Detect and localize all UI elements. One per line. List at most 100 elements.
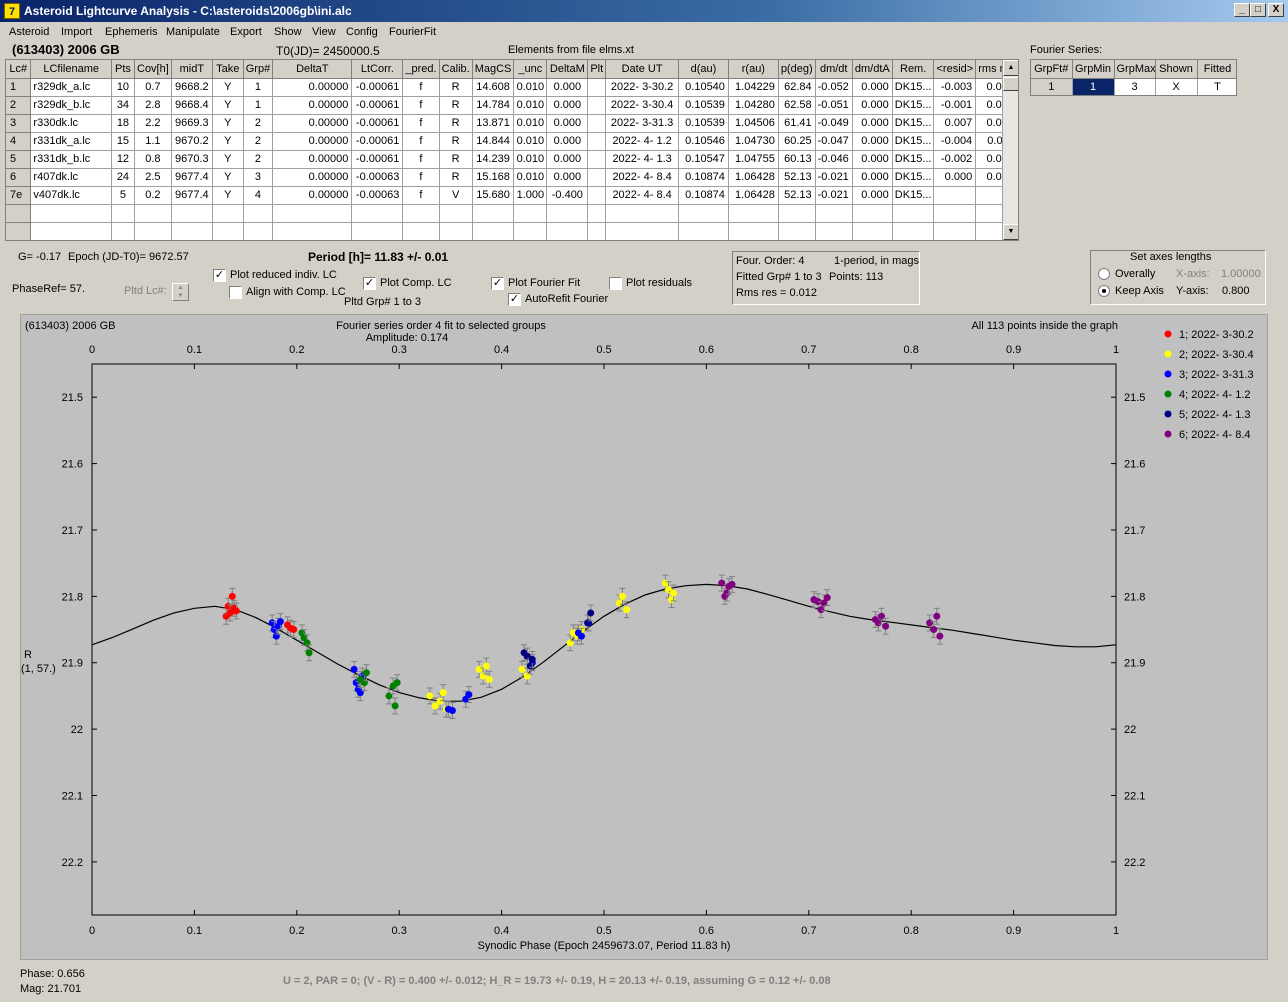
table-cell[interactable]: 0.010 (513, 78, 548, 97)
plot-comp-checkbox[interactable]: ✓ (363, 277, 376, 290)
table-cell[interactable]: DK15... (892, 96, 935, 115)
table-cell[interactable]: 18 (111, 114, 135, 133)
table-cell[interactable]: 0.000 (852, 150, 893, 169)
table-cell[interactable] (852, 222, 893, 240)
scroll-thumb[interactable] (1003, 77, 1018, 91)
table-cell[interactable] (212, 222, 244, 240)
table-cell[interactable]: 0.010 (513, 168, 548, 187)
table-cell[interactable]: R (439, 168, 473, 187)
table-cell[interactable]: 0.00000 (272, 78, 353, 97)
table-cell[interactable]: 1.04755 (728, 150, 779, 169)
table-cell[interactable]: 0.10539 (678, 96, 729, 115)
align-comp-checkbox[interactable] (229, 286, 242, 299)
table-cell[interactable]: 9668.4 (171, 96, 213, 115)
table-cell[interactable]: 0.00000 (272, 114, 353, 133)
close-button[interactable]: X (1268, 3, 1284, 17)
table-scrollbar[interactable]: ▲ ▼ (1002, 60, 1018, 240)
lc-header-cell[interactable]: d(au) (678, 60, 729, 79)
table-cell[interactable] (439, 204, 473, 223)
menu-ephemeris[interactable]: Ephemeris (105, 26, 158, 38)
table-cell[interactable]: 2022- 4- 8.4 (605, 168, 680, 187)
table-cell[interactable] (30, 204, 112, 223)
table-cell[interactable]: 9670.2 (171, 132, 213, 151)
table-cell[interactable]: 0.00000 (272, 96, 353, 115)
table-cell[interactable]: 34 (111, 96, 135, 115)
table-cell[interactable]: -0.00061 (351, 132, 404, 151)
table-cell[interactable]: -0.400 (546, 186, 589, 205)
table-cell[interactable]: 2 (243, 132, 274, 151)
table-cell[interactable]: 0.10874 (678, 186, 729, 205)
table-cell[interactable]: DK15... (892, 114, 935, 133)
table-cell[interactable]: 0.10539 (678, 114, 729, 133)
table-cell[interactable]: -0.021 (815, 168, 853, 187)
table-cell[interactable] (243, 222, 274, 240)
spin-down-icon[interactable]: ▼ (177, 293, 184, 299)
table-row[interactable]: 5 r331dk_b.lc 12 0.8 9670.3 Y 2 0.00000 -0.00061… (6, 150, 1018, 169)
pltd-lc-spinner[interactable]: ▲ ▼ (172, 283, 189, 301)
table-cell[interactable]: 0.000 (546, 150, 589, 169)
table-cell[interactable] (472, 204, 515, 223)
table-cell[interactable]: DK15... (892, 132, 935, 151)
table-cell[interactable] (212, 204, 244, 223)
table-cell[interactable]: r330dk.lc (30, 114, 112, 133)
lc-header-cell[interactable]: MagCS (472, 60, 515, 79)
table-cell[interactable]: 62.58 (778, 96, 816, 115)
table-cell[interactable] (587, 222, 607, 240)
table-cell[interactable]: 1.000 (513, 186, 548, 205)
scroll-down-icon[interactable]: ▼ (1003, 224, 1018, 240)
table-cell[interactable]: 1 (243, 78, 274, 97)
table-cell[interactable]: 13.871 (472, 114, 515, 133)
table-cell[interactable] (272, 222, 353, 240)
fs-cell-grpft[interactable]: 1 (1031, 78, 1073, 95)
table-cell[interactable] (892, 204, 935, 223)
table-cell[interactable] (402, 222, 440, 240)
table-cell[interactable] (111, 204, 135, 223)
table-cell[interactable] (892, 222, 935, 240)
table-cell[interactable]: 9668.2 (171, 78, 213, 97)
table-cell[interactable] (815, 222, 853, 240)
table-cell[interactable]: Y (212, 78, 244, 97)
table-cell[interactable]: -0.001 (933, 96, 977, 115)
table-cell[interactable]: R (439, 78, 473, 97)
table-cell[interactable]: 10 (111, 78, 135, 97)
table-cell[interactable] (134, 204, 172, 223)
table-cell[interactable] (587, 78, 607, 97)
lc-header-cell[interactable]: r(au) (728, 60, 779, 79)
lc-header-cell[interactable]: dm/dtA (852, 60, 893, 79)
table-cell[interactable] (587, 186, 607, 205)
table-cell[interactable]: 0.007 (933, 114, 977, 133)
table-cell[interactable]: 0.000 (546, 96, 589, 115)
table-cell[interactable] (933, 186, 977, 205)
menu-config[interactable]: Config (346, 26, 378, 38)
table-cell[interactable]: 2.8 (134, 96, 172, 115)
table-cell[interactable]: 2022- 3-30.4 (605, 96, 680, 115)
table-cell[interactable]: 1.04730 (728, 132, 779, 151)
table-cell[interactable]: 0.10547 (678, 150, 729, 169)
table-cell[interactable]: v407dk.lc (30, 186, 112, 205)
table-cell[interactable] (472, 222, 515, 240)
table-cell[interactable]: 0.2 (134, 186, 172, 205)
table-cell[interactable]: r329dk_a.lc (30, 78, 112, 97)
table-cell[interactable] (351, 222, 404, 240)
table-cell[interactable] (587, 204, 607, 223)
table-cell[interactable] (30, 222, 112, 240)
table-cell[interactable] (933, 222, 977, 240)
fs-cell-fitted[interactable]: T (1197, 78, 1236, 95)
table-row[interactable]: 6 r407dk.lc 24 2.5 9677.4 Y 3 0.00000 -0.00063 f R… (6, 168, 1018, 187)
fs-cell-shown[interactable]: X (1155, 78, 1198, 95)
table-cell[interactable]: 1.04229 (728, 78, 779, 97)
table-cell[interactable]: 0.10546 (678, 132, 729, 151)
table-cell[interactable] (933, 204, 977, 223)
table-cell[interactable]: 9669.3 (171, 114, 213, 133)
row-header-cell[interactable]: 1 (6, 78, 32, 97)
table-cell[interactable] (587, 132, 607, 151)
table-cell[interactable]: 0.000 (852, 132, 893, 151)
table-cell[interactable] (351, 204, 404, 223)
table-cell[interactable]: 0.00000 (272, 168, 353, 187)
table-cell[interactable] (852, 204, 893, 223)
table-cell[interactable]: 0.10874 (678, 168, 729, 187)
table-cell[interactable] (587, 114, 607, 133)
app-icon[interactable]: 7 (4, 3, 20, 19)
table-cell[interactable] (171, 204, 213, 223)
table-cell[interactable]: 0.000 (852, 78, 893, 97)
